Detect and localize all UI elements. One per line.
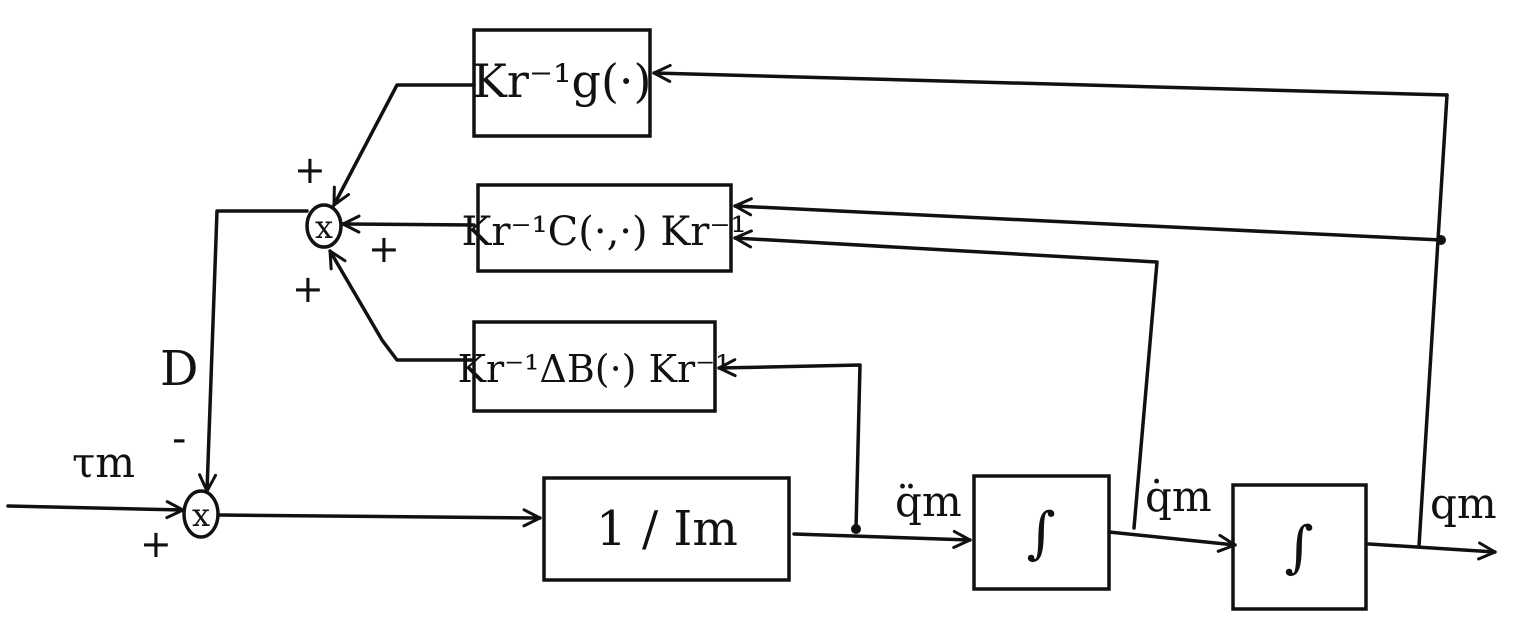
input-torque-label: τm <box>72 438 135 487</box>
upper-junction-right-sign: + <box>368 227 400 271</box>
inertia-delta-block: Kr⁻¹ΔB(·) Kr⁻¹ <box>458 320 731 413</box>
upper-junction-bottom-sign: + <box>292 267 324 311</box>
upper-junction-top-sign: + <box>294 148 326 192</box>
coriolis-to-junction-arrow <box>341 214 476 234</box>
position-feedback-line <box>1417 93 1449 548</box>
velocity-label: q̇m <box>1145 472 1212 521</box>
position-to-coriolis-arrow <box>733 197 1443 242</box>
acceleration-label: q̈m <box>895 477 962 526</box>
integrator-2-label: ∫ <box>1284 515 1313 580</box>
integrator-1-label: ∫ <box>1026 501 1055 566</box>
inertia-delta-to-junction-arrow <box>328 249 476 362</box>
coriolis-block-label: Kr⁻¹C(·,·) Kr⁻¹ <box>462 209 747 255</box>
lower-junction-top-sign: - <box>172 416 186 462</box>
inertia-delta-block-label: Kr⁻¹ΔB(·) Kr⁻¹ <box>458 347 731 391</box>
disturbance-label: D <box>160 341 198 397</box>
acceleration-feedback-arrow <box>717 358 862 531</box>
disturbance-feed-arrow <box>198 209 309 493</box>
coriolis-block: Kr⁻¹C(·,·) Kr⁻¹ <box>462 183 747 273</box>
gravity-to-junction-arrow <box>332 83 476 207</box>
inverse-inertia-block-label: 1 / Im <box>596 501 738 557</box>
acceleration-arrow <box>792 529 972 549</box>
position-label: qm <box>1430 479 1497 528</box>
lower-junction-symbol: x <box>192 496 210 534</box>
inverse-inertia-block: 1 / Im <box>542 476 791 582</box>
position-output-arrow <box>1367 541 1497 561</box>
velocity-arrow <box>1107 530 1237 553</box>
gravity-block: Kr⁻¹g(·) <box>472 28 652 138</box>
upper-junction-symbol: x <box>315 208 333 246</box>
input-torque-arrow <box>6 500 185 520</box>
junction-to-inverse-inertia-arrow <box>217 508 542 528</box>
integrator-block-1: ∫ <box>972 474 1111 591</box>
upper-summing-junction: x <box>305 203 343 249</box>
integrator-block-2: ∫ <box>1231 483 1368 611</box>
velocity-feedback-arrow <box>733 229 1159 530</box>
position-to-gravity-arrow <box>652 63 1449 97</box>
gravity-block-label: Kr⁻¹g(·) <box>472 54 651 108</box>
lower-junction-left-sign: + <box>140 522 172 566</box>
lower-summing-junction: x <box>182 489 220 539</box>
